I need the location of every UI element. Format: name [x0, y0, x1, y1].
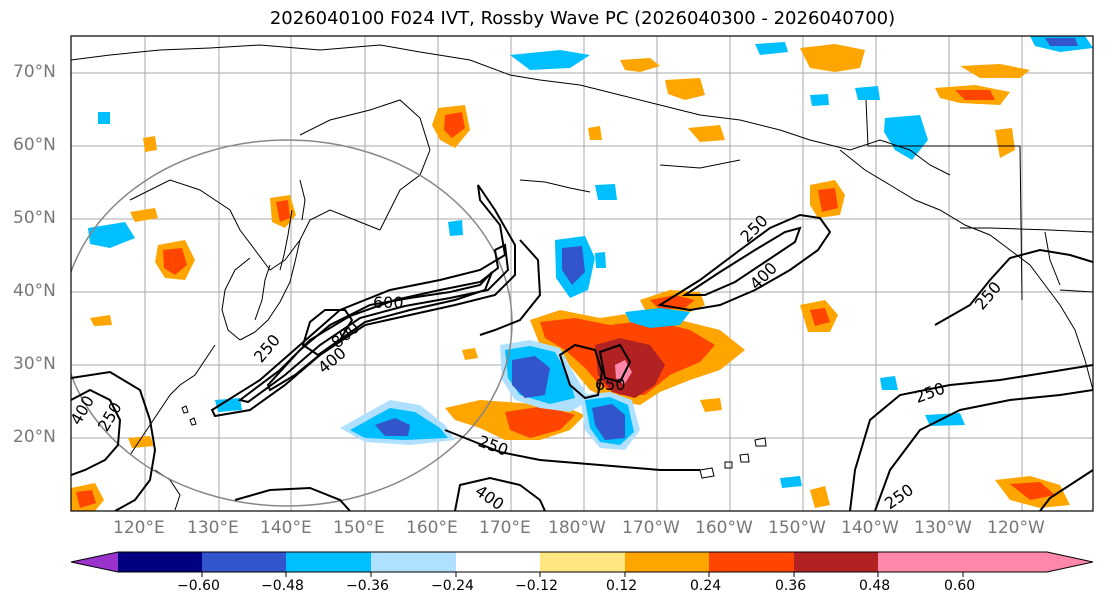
lon-label: 150°E: [333, 518, 385, 538]
colorbar-segment: [286, 552, 371, 572]
colorbar-tick-label: 0.12: [606, 578, 638, 594]
colorbar-tick-label: −0.48: [261, 578, 304, 594]
lon-label: 130°E: [187, 518, 239, 538]
lon-label: 140°E: [260, 518, 312, 538]
lon-label: 170°W: [622, 518, 680, 538]
colorbar-segment: [794, 552, 878, 572]
colorbar-segment: [709, 552, 794, 572]
lon-label: 120°W: [987, 518, 1045, 538]
shading-positive: [71, 44, 1070, 511]
colorbar-tick-label: −0.12: [515, 578, 558, 594]
lon-label: 170°E: [479, 518, 531, 538]
coastlines: [71, 44, 1093, 511]
colorbar-tick-label: 0.48: [859, 578, 891, 594]
colorbar-segment: [202, 552, 286, 572]
map-title: 2026040100 F024 IVT, Rossby Wave PC (202…: [269, 8, 896, 29]
lat-label: 50°N: [13, 208, 56, 228]
ivt-contours: [71, 184, 1093, 511]
colorbar-tick-label: −0.24: [431, 578, 474, 594]
map-frame: [70, 35, 1094, 512]
contour-label: 650: [595, 375, 626, 394]
colorbar-segment: [118, 552, 202, 572]
colorbar-segment: [371, 552, 456, 572]
colorbar-tick-label: −0.60: [177, 578, 220, 594]
lat-label: 70°N: [13, 62, 56, 82]
lon-label: 150°W: [768, 518, 826, 538]
colorbar-tick-label: 0.24: [690, 578, 722, 594]
islands: [181, 159, 767, 479]
lat-label: 20°N: [13, 427, 56, 447]
lon-label: 160°W: [695, 518, 753, 538]
lon-label: 120°E: [113, 518, 165, 538]
colorbar-segment: [878, 552, 963, 572]
lon-label: 180°W: [548, 518, 606, 538]
graticule: [71, 36, 1093, 511]
shading-negative: [88, 36, 1093, 488]
colorbar-segment: [625, 552, 709, 572]
lon-label: 140°W: [841, 518, 899, 538]
colorbar-tick-label: 0.60: [944, 578, 976, 594]
colorbar-tick-label: −0.36: [346, 578, 389, 594]
colorbar: [70, 551, 1094, 577]
colorbar-extend-low: [71, 552, 118, 572]
lat-label: 60°N: [13, 135, 56, 155]
contour-label: 600: [373, 293, 404, 312]
colorbar-segment: [540, 552, 625, 572]
colorbar-tick-label: 0.36: [775, 578, 807, 594]
colorbar-extend-high: [963, 552, 1093, 572]
lon-label: 160°E: [406, 518, 458, 538]
colorbar-outline: [70, 551, 1094, 573]
lon-label: 130°W: [914, 518, 972, 538]
lat-label: 30°N: [13, 354, 56, 374]
lat-label: 40°N: [13, 281, 56, 301]
colorbar-segment: [456, 552, 540, 572]
